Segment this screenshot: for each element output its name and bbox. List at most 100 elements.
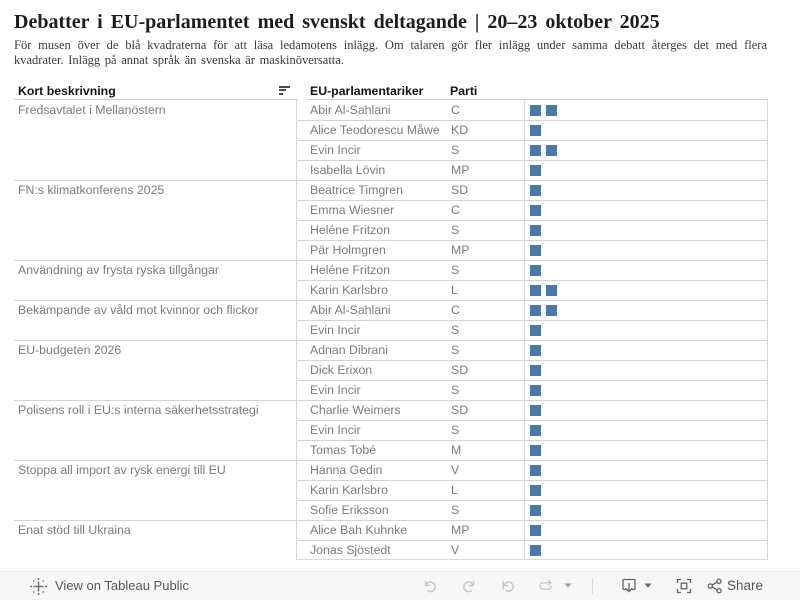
speech-mark[interactable] (530, 105, 541, 116)
party-abbrev: KD (445, 120, 524, 140)
debate-title (14, 500, 297, 520)
speech-mark[interactable] (530, 285, 541, 296)
table-row: Enat stöd till Ukraina Alice Bah Kuhnke MP (14, 520, 768, 540)
speech-marks-cell (524, 520, 768, 540)
party-abbrev: SD (445, 180, 524, 200)
mep-name: Emma Wiesner (297, 200, 445, 220)
speech-marks-cell (524, 360, 768, 380)
speech-marks-cell (524, 480, 768, 500)
speech-mark[interactable] (530, 505, 541, 516)
speech-marks-cell (524, 460, 768, 480)
mep-name: Evin Incir (297, 380, 445, 400)
mep-name: Evin Incir (297, 420, 445, 440)
speech-mark[interactable] (530, 345, 541, 356)
table-body: Fredsavtalet i Mellanöstern Abir Al-Sahla… (14, 100, 768, 560)
header-gap (298, 84, 307, 100)
speech-mark[interactable] (530, 245, 541, 256)
speech-mark[interactable] (530, 405, 541, 416)
mep-name: Heléne Fritzon (297, 260, 445, 280)
table-row: Isabella Lövin MP (14, 160, 768, 180)
speech-mark[interactable] (530, 385, 541, 396)
mep-name: Alice Teodorescu Måwe (297, 120, 445, 140)
tableau-logo-icon[interactable] (30, 578, 47, 595)
table-row: Evin Incir S (14, 140, 768, 160)
debate-title (14, 360, 297, 380)
speech-marks-cell (524, 260, 768, 280)
speech-marks-cell (524, 340, 768, 360)
table-row: Bekämpande av våld mot kvinnor och flick… (14, 300, 768, 320)
speech-mark[interactable] (546, 305, 557, 316)
speech-mark[interactable] (546, 285, 557, 296)
table-row: FN:s klimatkonferens 2025 Beatrice Timgre… (14, 180, 768, 200)
speech-marks-cell (524, 240, 768, 260)
table-row: Polisens roll i EU:s interna säkerhetsst… (14, 400, 768, 420)
speech-mark[interactable] (546, 105, 557, 116)
speech-mark[interactable] (546, 145, 557, 156)
download-icon[interactable] (620, 577, 638, 595)
party-abbrev: MP (445, 240, 524, 260)
debate-title (14, 380, 297, 400)
speech-mark[interactable] (530, 265, 541, 276)
speech-mark[interactable] (530, 525, 541, 536)
viz-subtitle: För musen över de blå kvadraterna för at… (14, 38, 767, 67)
table-row: Pär Holmgren MP (14, 240, 768, 260)
table-row: Fredsavtalet i Mellanöstern Abir Al-Sahla… (14, 100, 768, 120)
speech-mark[interactable] (530, 165, 541, 176)
speech-mark[interactable] (530, 465, 541, 476)
undo-icon[interactable] (420, 577, 438, 595)
mep-name: Heléne Fritzon (297, 220, 445, 240)
caret-down-icon[interactable] (644, 583, 652, 589)
mep-name: Adnan Dibrani (297, 340, 445, 360)
debate-title: Användning av frysta ryska tillgångar (14, 260, 297, 280)
speech-mark[interactable] (530, 125, 541, 136)
speech-mark[interactable] (530, 205, 541, 216)
party-abbrev: C (451, 103, 460, 117)
speech-mark[interactable] (530, 145, 541, 156)
column-header-party: Parti (450, 84, 478, 98)
viz-header: Debatter i EU-parlamentet med svenskt de… (14, 10, 767, 68)
party-abbrev: L (445, 480, 524, 500)
speech-marks-cell (524, 440, 768, 460)
speech-marks-cell (524, 200, 768, 220)
speech-marks-cell (524, 140, 768, 160)
speech-mark[interactable] (530, 185, 541, 196)
share-button-label[interactable]: Share (727, 578, 764, 593)
mep-name: Jonas Sjöstedt (297, 540, 445, 560)
mep-name: Tomas Tobé (297, 440, 445, 460)
mep-name: Charlie Weimers (297, 400, 445, 420)
speech-mark[interactable] (530, 544, 541, 556)
table-row: Sofie Eriksson S (14, 500, 768, 520)
table-row: Heléne Fritzon S (14, 220, 768, 240)
speech-marks-cell (524, 120, 768, 140)
debate-title (14, 320, 297, 340)
caret-down-icon[interactable] (564, 583, 572, 589)
mep-name: Alice Bah Kuhnke (297, 520, 445, 540)
fullscreen-icon[interactable] (675, 577, 693, 595)
reset-icon[interactable] (499, 577, 517, 595)
speech-mark[interactable] (530, 225, 541, 236)
view-on-tableau-public-link[interactable]: View on Tableau Public (55, 578, 189, 593)
table-row: Evin Incir S (14, 380, 768, 400)
speech-marks-cell (524, 100, 768, 120)
redo-icon[interactable] (461, 577, 479, 595)
party-abbrev: M (445, 440, 524, 460)
speech-mark[interactable] (530, 485, 541, 496)
party-abbrev: S (445, 320, 524, 340)
speech-marks-cell (524, 220, 768, 240)
speech-mark[interactable] (530, 445, 541, 456)
table-header: Kort beskrivning EU-parlamentariker Part… (14, 84, 768, 100)
refresh-icon[interactable] (536, 577, 554, 595)
party-abbrev: SD (445, 400, 524, 420)
debate-title: Enat stöd till Ukraina (14, 520, 297, 540)
speech-mark[interactable] (530, 425, 541, 436)
speech-mark[interactable] (530, 325, 541, 336)
speech-mark[interactable] (530, 305, 541, 316)
speech-marks-cell (524, 280, 768, 300)
share-icon[interactable] (706, 577, 724, 595)
debate-title: Bekämpande av våld mot kvinnor och flick… (14, 300, 297, 320)
debate-title: EU-budgeten 2026 (14, 340, 297, 360)
debate-title (14, 480, 297, 500)
speech-mark[interactable] (530, 365, 541, 376)
sort-icon[interactable] (279, 86, 291, 97)
mep-name: Sofie Eriksson (297, 500, 445, 520)
